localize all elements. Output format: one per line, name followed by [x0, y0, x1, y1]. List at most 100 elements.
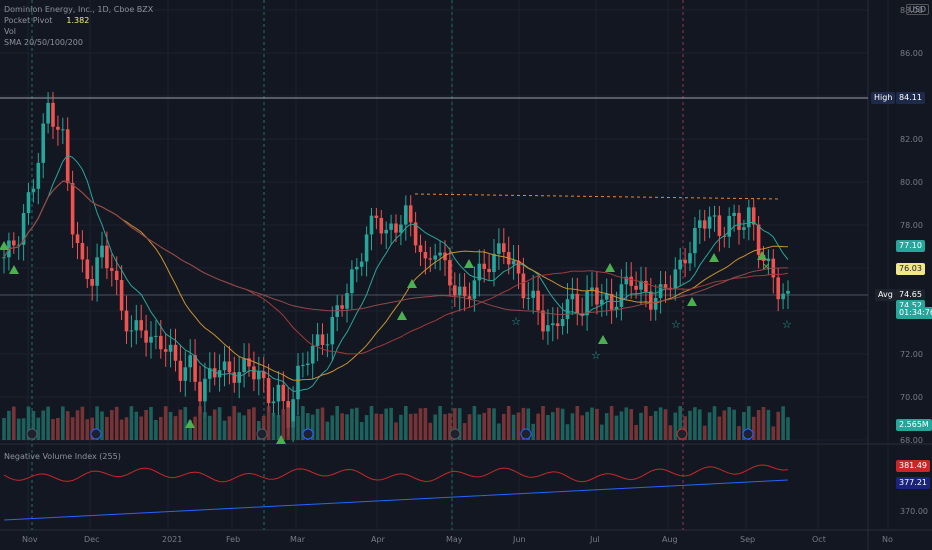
pocket-pivot-marker [605, 263, 615, 272]
candle-body [119, 279, 124, 311]
price-tag-76: 76.03 [896, 263, 925, 275]
candle-body [310, 345, 315, 364]
candle-body [345, 293, 349, 309]
price-tag-77: 77.10 [896, 240, 925, 252]
pocket-pivot-marker [9, 265, 19, 274]
volume-bar [154, 419, 158, 440]
candle-body [252, 366, 256, 380]
volume-bar [247, 409, 251, 440]
sma-label[interactable]: SMA 20/50/100/200 [4, 38, 83, 47]
volume-bar [457, 408, 462, 440]
candle-body [257, 371, 261, 380]
pocket-pivot-label[interactable]: Pocket Pivot [4, 16, 53, 25]
candle-body [31, 188, 36, 193]
volume-bar [487, 408, 491, 440]
volume-bar [306, 413, 310, 440]
volume-bar [16, 418, 21, 440]
volume-bar [364, 415, 369, 440]
volume-bar [438, 406, 442, 440]
vol-label[interactable]: Vol [4, 27, 16, 36]
candle-body [75, 234, 80, 244]
volume-bar [335, 406, 339, 440]
volume-bar [51, 418, 55, 440]
event-badge-icon [676, 428, 688, 440]
candle-body [379, 217, 384, 234]
volume-bar [707, 412, 712, 440]
symbol-title[interactable]: Dominion Energy, Inc., 1D, Cboe BZX [4, 5, 154, 14]
volume-bar [737, 426, 741, 440]
star-marker: ☆ [511, 315, 521, 328]
candle-body [683, 259, 687, 264]
volume-bar [325, 421, 330, 440]
volume-bar [712, 406, 717, 440]
avg-tag-value: 74.65 [896, 289, 925, 301]
price-tick-label: 80.00 [900, 178, 923, 187]
time-tick-label: 2021 [162, 535, 182, 544]
candle-body [472, 280, 477, 299]
volume-bar [389, 407, 393, 440]
candle-body [776, 277, 780, 300]
candle-body [242, 358, 246, 372]
volume-bar [653, 411, 658, 440]
candle-body [717, 215, 722, 236]
candle-body [747, 207, 751, 228]
price-tick-label: 82.00 [900, 135, 923, 144]
time-tick-label: Oct [812, 535, 826, 544]
sma-50-line [3, 180, 789, 381]
candle-body [457, 286, 462, 296]
sma-20-line [3, 154, 789, 392]
currency-badge[interactable]: USD [906, 4, 930, 15]
volume-bar [36, 417, 41, 440]
volume-bar [413, 413, 418, 440]
volume-bar [124, 417, 129, 440]
volume-bar [355, 407, 359, 440]
volume-bar [624, 407, 629, 440]
volume-bar [384, 408, 388, 440]
volume-bar [276, 415, 281, 440]
volume-bar [296, 415, 300, 440]
candle-body [364, 234, 369, 262]
time-tick-label: Nov [22, 535, 38, 544]
nvi-red-line [3, 464, 789, 483]
price-tick-label: 72.00 [900, 350, 923, 359]
volume-bar [291, 421, 295, 440]
volume-bar [95, 406, 99, 440]
volume-bar [408, 413, 413, 440]
event-badge-icon [26, 428, 38, 440]
volume-tag: 2.565M [896, 419, 932, 431]
candle-body [418, 245, 423, 253]
volume-bar [766, 409, 771, 440]
candle-body [144, 330, 148, 343]
candle-body [565, 299, 570, 320]
volume-bar [433, 414, 437, 440]
volume-bar [129, 406, 134, 440]
volume-bar [600, 424, 604, 440]
candle-body [536, 290, 540, 311]
candle-body [541, 310, 545, 332]
volume-bar [619, 411, 624, 440]
volume-bar [41, 410, 45, 440]
volume-bar [61, 406, 65, 440]
candle-body [560, 319, 565, 327]
candle-body [124, 310, 129, 332]
candle-body [595, 287, 599, 305]
time-tick-label: Apr [371, 535, 386, 544]
volume-bar [315, 408, 320, 440]
candle-body [609, 293, 614, 310]
pocket-pivot-marker [407, 279, 417, 288]
candle-body [90, 279, 94, 286]
candle-body [21, 213, 26, 245]
candle-body [51, 102, 55, 127]
volume-bar [232, 406, 237, 440]
candle-body [350, 269, 354, 294]
candle-body [644, 280, 648, 292]
volume-bar [217, 407, 222, 440]
candle-body [546, 325, 550, 332]
indicator-title[interactable]: Negative Volume Index (255) [4, 452, 121, 461]
volume-bar [747, 406, 751, 440]
volume-bar [114, 406, 119, 440]
volume-bar [565, 424, 570, 440]
candle-body [766, 258, 771, 261]
candle-body [114, 270, 119, 280]
